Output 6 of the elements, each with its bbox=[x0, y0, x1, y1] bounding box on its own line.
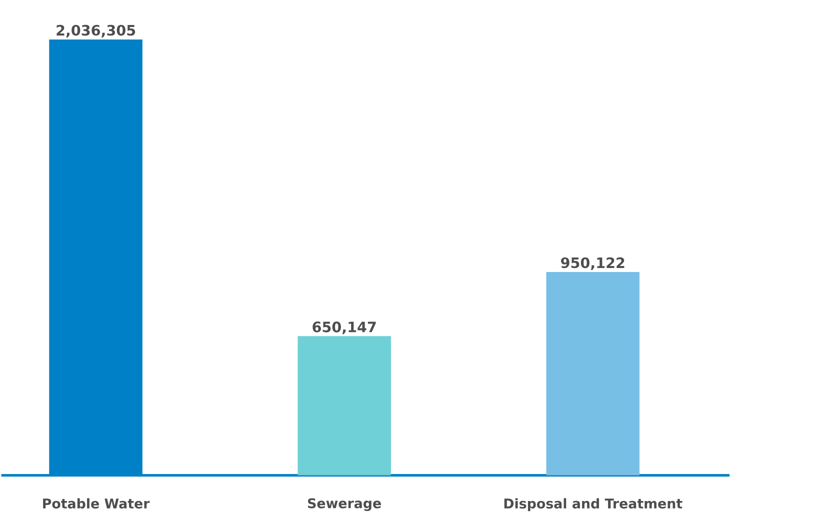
x-tick-label: Disposal and Treatment bbox=[504, 498, 682, 512]
data-label: 950,122 bbox=[561, 257, 624, 270]
x-tick-label: Sewerage bbox=[308, 498, 381, 511]
data-label: 650,147 bbox=[312, 321, 376, 334]
x-tick-label: Potable Water bbox=[43, 498, 150, 508]
data-label: 2,036,305 bbox=[56, 24, 136, 38]
